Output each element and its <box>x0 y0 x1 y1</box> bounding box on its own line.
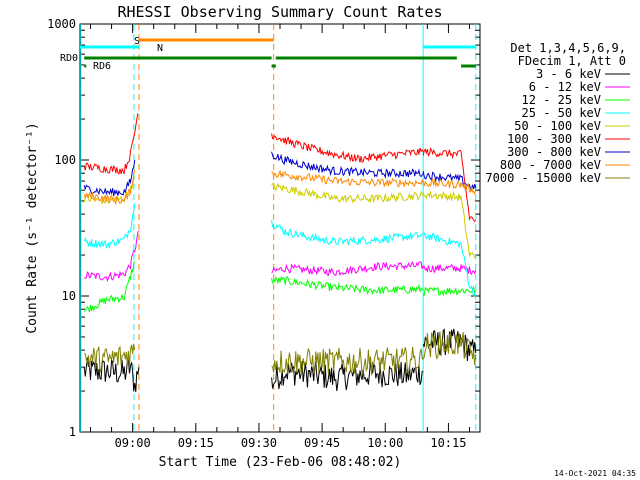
series-line <box>271 220 424 246</box>
x-tick-label: 09:45 <box>304 436 340 450</box>
series-line <box>83 343 136 373</box>
series-line <box>422 191 477 259</box>
legend-header: Det 1,3,4,5,6,9, <box>510 41 626 55</box>
series-line <box>83 176 135 205</box>
y-tick-label: 1000 <box>47 17 76 31</box>
x-tick-label: 10:15 <box>430 436 466 450</box>
legend-entry: 50 - 100 keV <box>514 119 601 133</box>
legend-entry: 6 - 12 keV <box>529 80 601 94</box>
x-axis-label: Start Time (23-Feb-06 08:48:02) <box>159 455 402 470</box>
state-bar-label: RD0 <box>60 53 78 64</box>
series-line <box>83 357 140 392</box>
plot-area: 1 10 100 1000 09:00 09:15 09:30 09:45 10:00 10:15… <box>47 17 481 450</box>
y-axis-label: Count Rate (s⁻¹ detector⁻¹) <box>25 122 40 333</box>
series-line <box>422 147 477 223</box>
series-line <box>422 328 477 362</box>
series-line <box>271 133 424 163</box>
series-line <box>271 182 424 204</box>
series-line <box>83 169 136 206</box>
legend-header: FDecim 1, Att 0 <box>518 54 626 68</box>
series-line <box>422 330 477 366</box>
x-tick-label: 09:15 <box>178 436 214 450</box>
series-line <box>271 361 424 392</box>
legend-entry: 800 - 7000 keV <box>500 158 601 172</box>
legend-entry: 3 - 6 keV <box>536 67 601 81</box>
x-tick-label: 09:30 <box>241 436 277 450</box>
series-line <box>271 151 424 179</box>
series-line <box>271 169 424 188</box>
series-line <box>83 203 136 250</box>
legend-entry: 300 - 800 keV <box>507 145 601 159</box>
series-line <box>83 113 139 175</box>
series-line <box>271 275 424 296</box>
legend-entry: 7000 - 15000 keV <box>485 171 601 185</box>
series-line <box>83 261 136 313</box>
state-bar-label: RD6 <box>93 61 111 72</box>
legend-entry: 100 - 300 keV <box>507 132 601 146</box>
y-tick-label: 1 <box>69 425 76 439</box>
legend-entry: 12 - 25 keV <box>522 93 601 107</box>
state-bar-label: N <box>157 43 163 54</box>
series-line <box>422 177 477 196</box>
series-line <box>83 230 140 282</box>
legend-entry: 25 - 50 keV <box>522 106 601 120</box>
y-tick-label: 100 <box>54 153 76 167</box>
legend: Det 1,3,4,5,6,9,FDecim 1, Att 03 - 6 keV… <box>485 41 630 185</box>
series-line <box>422 285 477 297</box>
series-line <box>271 261 424 277</box>
series-line <box>422 231 477 299</box>
x-tick-label: 10:00 <box>367 436 403 450</box>
x-tick-label: 09:00 <box>115 436 151 450</box>
state-bar-label: S <box>134 36 140 47</box>
y-tick-label: 10 <box>62 289 76 303</box>
chart-title: RHESSI Observing Summary Count Rates <box>117 3 442 21</box>
series-line <box>271 347 424 376</box>
generation-timestamp: 14-Oct-2021 04:35 <box>554 469 636 478</box>
series-line <box>422 263 477 276</box>
